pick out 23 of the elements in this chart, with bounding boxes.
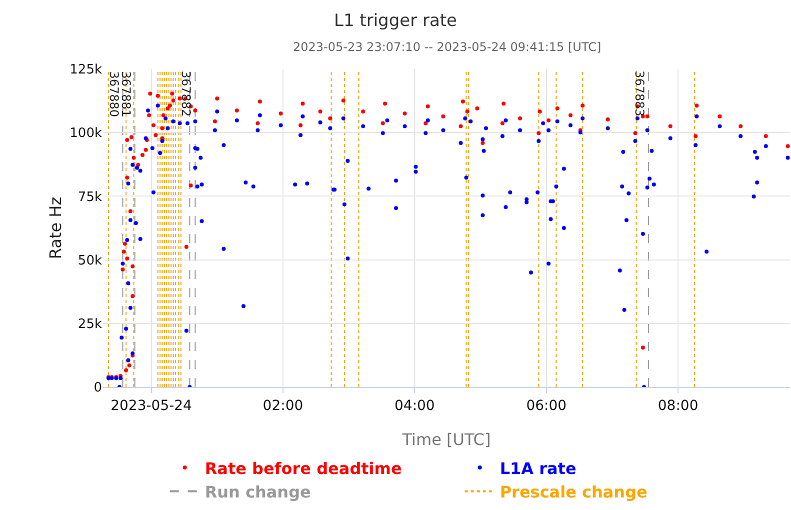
x-tick-label: 2023-05-24	[110, 398, 192, 414]
legend-label: L1A rate	[500, 458, 576, 478]
ref-line-label: 367880	[106, 71, 121, 118]
y-tick-label: 0	[94, 380, 102, 396]
legend-label: Rate before deadtime	[204, 458, 402, 478]
x-tick-label: 02:00	[262, 398, 304, 414]
ref-line-label: 367883	[632, 70, 646, 116]
x-tick-label: 08:00	[658, 398, 698, 414]
y-tick-label: 100k	[70, 126, 102, 142]
x-tick-label: 06:00	[526, 398, 567, 414]
chart-subtitle: 2023-05-23 23:07:10 -- 2023-05-24 09:41:15 [UTC]	[293, 40, 602, 54]
y-tick-label: 75k	[78, 190, 102, 205]
x-axis-title: Time [UTC]	[401, 430, 491, 449]
ref-line-label: 367881	[118, 71, 133, 117]
y-tick-label: 25k	[78, 316, 102, 332]
y-axis-title: Rate Hz	[46, 196, 65, 260]
text: Prescale change	[500, 482, 648, 502]
text: Run change	[204, 482, 312, 502]
chart-title: L1 trigger rate	[334, 10, 458, 31]
ref-line-label: 367882	[179, 70, 194, 117]
x-tick-label: 04:00	[394, 398, 435, 414]
y-tick-label: 125k	[70, 62, 102, 78]
y-tick-label: 50k	[78, 253, 102, 268]
